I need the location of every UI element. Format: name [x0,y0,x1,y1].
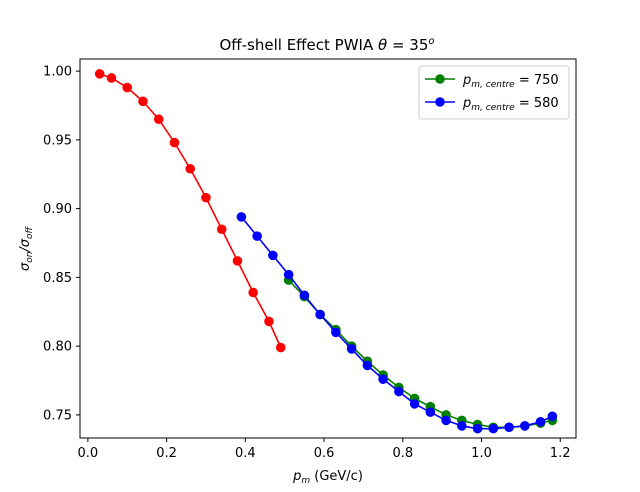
y-tick-label: 0.90 [43,202,72,217]
y-tick-label: 0.85 [43,271,72,286]
series-layer [94,69,558,434]
series-3 [94,69,286,353]
legend-box [418,65,570,120]
x-tick-label: 0.8 [392,446,413,461]
y-tick-label: 0.75 [43,408,72,423]
series-3-point [106,73,117,83]
series-2-point [252,231,262,241]
series-2-point [457,421,467,431]
series-2-point [362,360,373,371]
series-2-point [283,269,294,280]
series-3-point [153,114,164,125]
series-2-point [378,374,388,384]
series-2-point [425,407,436,417]
chart-title: Off-shell Effect PWIA θ = 35o [220,36,435,54]
series-3-point [122,82,133,93]
series-2-point [547,411,558,422]
y-axis-label: σon/σoff [18,225,35,271]
x-axis-label: pm (GeV/c) [292,469,363,486]
series-2-point [236,212,247,222]
y-tick-label: 1.00 [43,65,72,80]
series-2-point [346,344,357,354]
series-3-point [216,224,227,235]
legend-entry-series-1: pm, centre = 750 [425,73,559,90]
legend: pm, centre = 750 pm, centre = 580 [418,65,570,120]
series-2-point [268,250,278,261]
plot-area-frame [79,58,577,439]
series-2-point [488,423,499,434]
y-tick-label: 0.80 [43,340,72,355]
x-tick-label: 0.6 [314,446,335,461]
series-2-point [315,309,325,320]
x-tick-label: 0.2 [156,446,177,461]
series-3-point [201,192,211,203]
series-3-point [264,316,274,327]
x-tick-label: 1.0 [471,446,492,461]
x-tick-label: 0.0 [78,446,99,461]
series-2 [236,212,558,434]
series-3-point [185,163,196,174]
x-axis: 0.0 0.2 0.4 0.6 0.8 1.0 1.2 [78,438,571,461]
series-2-point [441,415,451,426]
y-tick-label: 0.95 [43,133,72,148]
series-2-point [535,416,546,427]
series-3-point [232,256,243,266]
legend-label-series-1: pm, centre = 750 [462,73,559,90]
series-2-point [331,327,341,338]
legend-marker-series-2 [435,97,445,107]
series-3-point [138,96,148,107]
series-3-point [94,69,105,79]
legend-entry-series-2: pm, centre = 580 [425,96,559,113]
series-3-point [248,287,259,298]
series-2-point [394,386,404,397]
x-tick-label: 0.4 [235,446,256,461]
x-tick-label: 1.2 [550,446,571,461]
series-2-point [299,290,310,301]
series-2-point [520,421,530,431]
series-2-point [409,399,420,409]
y-axis: 0.75 0.80 0.85 0.90 0.95 1.00 [43,65,80,423]
series-3-point [275,342,286,353]
legend-marker-series-1 [435,74,445,84]
series-2-point [472,423,483,434]
legend-label-series-2: pm, centre = 580 [462,96,559,113]
series-3-point [169,137,180,148]
series-2-point [504,422,514,433]
